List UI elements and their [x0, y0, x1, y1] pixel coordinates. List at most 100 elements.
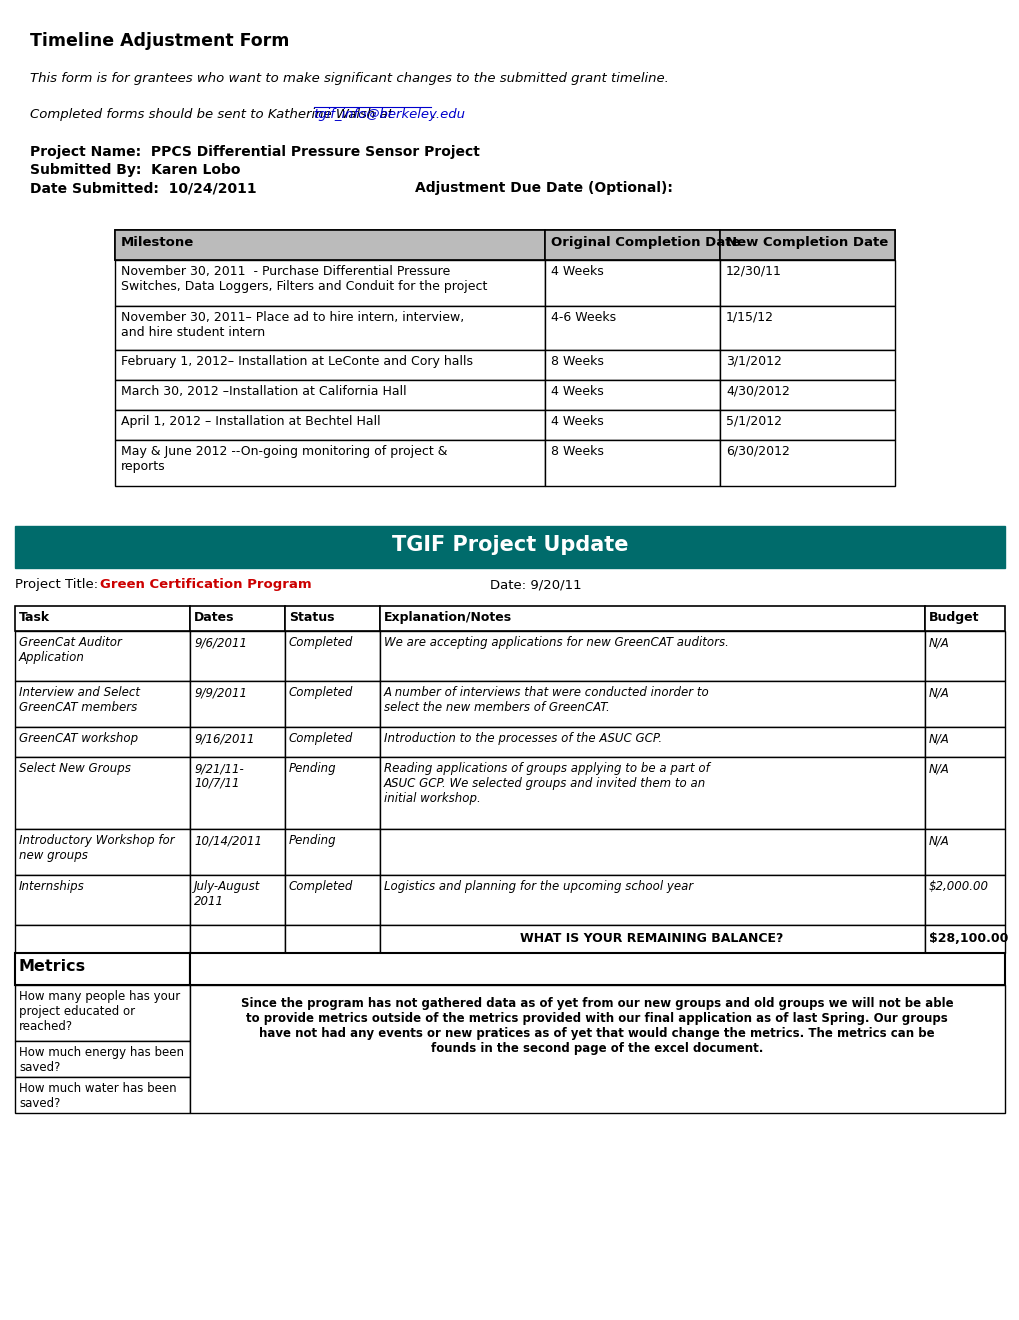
Text: 4/30/2012: 4/30/2012	[726, 385, 789, 399]
Text: Original Completion Date: Original Completion Date	[550, 236, 740, 249]
Text: Explanation/Notes: Explanation/Notes	[383, 611, 512, 624]
Bar	[380, 631, 924, 681]
Text: March 30, 2012 –Installation at California Hall: March 30, 2012 –Installation at Californ…	[121, 385, 407, 399]
Bar	[380, 829, 924, 875]
Bar	[190, 631, 284, 681]
Bar	[924, 727, 1004, 756]
Bar	[115, 350, 544, 380]
Bar	[190, 953, 1004, 985]
Bar	[15, 1077, 190, 1113]
Text: $28,100.00: $28,100.00	[928, 932, 1008, 945]
Text: 12/30/11: 12/30/11	[726, 265, 782, 279]
Bar	[115, 260, 544, 306]
Text: Pending: Pending	[288, 762, 336, 775]
Bar	[15, 985, 190, 1041]
Bar	[924, 756, 1004, 829]
Text: July-August
2011: July-August 2011	[194, 880, 260, 908]
Text: Milestone: Milestone	[121, 236, 194, 249]
Bar	[544, 440, 719, 486]
Bar	[380, 875, 924, 925]
Text: N/A: N/A	[928, 834, 949, 847]
Text: Status: Status	[288, 611, 334, 624]
Text: Completed: Completed	[288, 686, 353, 700]
Bar	[190, 875, 284, 925]
Text: Task: Task	[19, 611, 50, 624]
Bar	[15, 727, 190, 756]
Text: Internships: Internships	[19, 880, 85, 894]
Bar	[284, 681, 380, 727]
Text: 10/14/2011: 10/14/2011	[194, 834, 262, 847]
Bar	[719, 380, 894, 411]
Bar	[924, 925, 1004, 953]
Text: Completed forms should be sent to Katherine Walsh at: Completed forms should be sent to Kather…	[30, 108, 396, 121]
Text: Budget: Budget	[928, 611, 978, 624]
Bar	[115, 411, 544, 440]
Text: Introductory Workshop for
new groups: Introductory Workshop for new groups	[19, 834, 174, 862]
Text: Project Name:  PPCS Differential Pressure Sensor Project: Project Name: PPCS Differential Pressure…	[30, 145, 479, 158]
Bar	[544, 306, 719, 350]
Bar	[380, 606, 924, 631]
Text: 8 Weeks: 8 Weeks	[550, 445, 603, 458]
Text: How many people has your
project educated or
reached?: How many people has your project educate…	[19, 990, 180, 1034]
Text: GreenCat Auditor
Application: GreenCat Auditor Application	[19, 636, 121, 664]
Text: Submitted By:  Karen Lobo: Submitted By: Karen Lobo	[30, 162, 240, 177]
Bar	[115, 306, 544, 350]
Text: Green Certification Program: Green Certification Program	[100, 578, 311, 591]
Bar	[544, 230, 719, 260]
Bar	[380, 925, 924, 953]
Bar	[115, 440, 544, 486]
Text: 1/15/12: 1/15/12	[726, 312, 773, 323]
Bar	[15, 1041, 190, 1077]
Bar	[380, 681, 924, 727]
Text: 9/6/2011: 9/6/2011	[194, 636, 247, 649]
Text: Metrics: Metrics	[19, 960, 86, 974]
Text: 4 Weeks: 4 Weeks	[550, 414, 603, 428]
Text: How much energy has been
saved?: How much energy has been saved?	[19, 1045, 183, 1074]
Text: Project Title:: Project Title:	[15, 578, 107, 591]
Text: How much water has been
saved?: How much water has been saved?	[19, 1082, 176, 1110]
Text: N/A: N/A	[928, 733, 949, 744]
Bar	[115, 230, 544, 260]
Bar	[284, 875, 380, 925]
Text: Timeline Adjustment Form: Timeline Adjustment Form	[30, 32, 289, 50]
Text: We are accepting applications for new GreenCAT auditors.: We are accepting applications for new Gr…	[383, 636, 729, 649]
Text: Dates: Dates	[194, 611, 234, 624]
Bar	[924, 875, 1004, 925]
Text: Adjustment Due Date (Optional):: Adjustment Due Date (Optional):	[415, 181, 673, 195]
Bar	[924, 631, 1004, 681]
Bar	[284, 756, 380, 829]
Bar	[190, 985, 1004, 1113]
Bar	[15, 681, 190, 727]
Bar	[719, 260, 894, 306]
Text: November 30, 2011– Place ad to hire intern, interview,
and hire student intern: November 30, 2011– Place ad to hire inte…	[121, 312, 464, 339]
Text: 5/1/2012: 5/1/2012	[726, 414, 782, 428]
Bar	[15, 631, 190, 681]
Bar	[15, 829, 190, 875]
Bar	[190, 756, 284, 829]
Bar	[115, 380, 544, 411]
Bar	[115, 230, 894, 260]
Text: 6/30/2012: 6/30/2012	[726, 445, 789, 458]
Bar	[190, 681, 284, 727]
Bar	[284, 829, 380, 875]
Text: Completed: Completed	[288, 733, 353, 744]
Bar	[719, 306, 894, 350]
Bar	[719, 411, 894, 440]
Text: .: .	[431, 108, 435, 121]
Text: 3/1/2012: 3/1/2012	[726, 355, 782, 368]
Text: April 1, 2012 – Installation at Bechtel Hall: April 1, 2012 – Installation at Bechtel …	[121, 414, 380, 428]
Text: TGIF Project Update: TGIF Project Update	[391, 535, 628, 554]
Bar	[190, 606, 284, 631]
Text: WHAT IS YOUR REMAINING BALANCE?: WHAT IS YOUR REMAINING BALANCE?	[520, 932, 783, 945]
Bar	[719, 230, 894, 260]
Bar	[544, 380, 719, 411]
Text: Reading applications of groups applying to be a part of
ASUC GCP. We selected gr: Reading applications of groups applying …	[383, 762, 709, 805]
Text: 4-6 Weeks: 4-6 Weeks	[550, 312, 615, 323]
Bar	[924, 606, 1004, 631]
Bar	[190, 925, 284, 953]
Text: A number of interviews that were conducted inorder to
select the new members of : A number of interviews that were conduct…	[383, 686, 709, 714]
Bar	[544, 350, 719, 380]
Text: N/A: N/A	[928, 636, 949, 649]
Bar	[190, 829, 284, 875]
Text: Pending: Pending	[288, 834, 336, 847]
